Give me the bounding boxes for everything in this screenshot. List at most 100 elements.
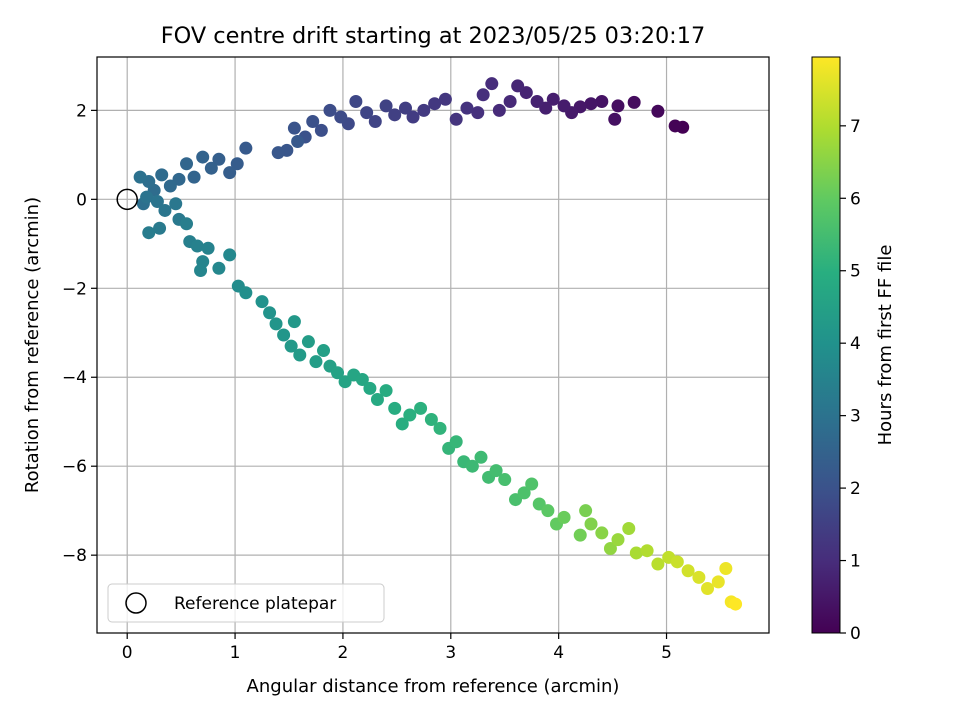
data-point <box>368 114 382 128</box>
data-point <box>489 464 503 478</box>
data-point <box>584 97 598 111</box>
grid <box>97 57 769 633</box>
colorbar-tick-label: 5 <box>850 262 861 282</box>
data-point <box>363 381 377 395</box>
reference-marker-group <box>116 188 138 211</box>
data-point <box>291 135 305 149</box>
data-point <box>530 94 544 108</box>
data-point <box>180 157 194 171</box>
y-tick-label: 0 <box>76 190 87 210</box>
data-point <box>517 486 531 500</box>
data-point <box>449 435 463 449</box>
x-tick-label: 1 <box>230 643 241 663</box>
data-point <box>155 168 169 182</box>
colorbar-tick-label: 6 <box>850 189 861 209</box>
colorbar <box>811 56 841 634</box>
data-point <box>711 575 725 589</box>
data-point <box>379 99 393 113</box>
data-point <box>180 217 194 231</box>
data-point <box>395 417 409 431</box>
data-point <box>729 597 743 611</box>
chart-title: FOV centre drift starting at 2023/05/25 … <box>161 23 705 49</box>
x-axis-label: Angular distance from reference (arcmin) <box>247 676 620 697</box>
y-tick-label: 2 <box>76 101 87 121</box>
data-point <box>204 161 218 175</box>
colorbar-tick-label: 3 <box>850 407 861 427</box>
data-point <box>525 477 539 491</box>
data-point <box>651 557 665 571</box>
data-point <box>476 88 490 102</box>
data-point <box>223 248 237 262</box>
data-point <box>474 450 488 464</box>
data-point <box>230 157 244 171</box>
data-point <box>557 99 571 113</box>
data-point <box>306 114 320 128</box>
colorbar-tick-label: 7 <box>850 117 861 137</box>
colorbar-tick-label: 0 <box>850 624 861 644</box>
data-point <box>379 384 393 398</box>
data-point <box>511 79 525 93</box>
data-point <box>169 197 183 211</box>
legend-frame <box>107 583 385 623</box>
data-point <box>492 103 506 117</box>
data-point <box>201 241 215 255</box>
x-tick-label: 4 <box>553 643 564 663</box>
data-point <box>629 546 643 560</box>
data-point <box>287 121 301 135</box>
legend: Reference platepar <box>107 583 385 623</box>
data-point <box>301 335 315 349</box>
data-point <box>323 103 337 117</box>
plot-frame <box>96 56 770 634</box>
data-point <box>668 119 682 133</box>
y-tick-label: −2 <box>62 279 87 299</box>
data-point <box>579 504 593 518</box>
data-point <box>449 112 463 126</box>
colorbar-tick-label: 1 <box>850 552 861 572</box>
legend-label-reference: Reference platepar <box>174 594 336 614</box>
data-point <box>417 103 431 117</box>
data-point <box>692 570 706 584</box>
reference-marker <box>116 188 138 211</box>
scatter-points <box>133 77 743 611</box>
data-point <box>317 344 331 358</box>
data-point <box>573 528 587 542</box>
data-point <box>611 99 625 113</box>
data-point <box>349 94 363 108</box>
data-point <box>223 166 237 180</box>
data-point <box>158 203 172 217</box>
data-point <box>406 110 420 124</box>
legend-marker-reference <box>125 592 147 614</box>
x-axis-ticks: 0 1 2 3 4 5 <box>122 633 672 663</box>
data-point <box>498 473 512 487</box>
data-point <box>428 97 442 111</box>
data-point <box>611 533 625 547</box>
data-point <box>263 306 277 320</box>
data-point <box>670 555 684 569</box>
data-point <box>460 101 474 115</box>
data-point <box>414 401 428 415</box>
data-point <box>370 392 384 406</box>
y-axis-label: Rotation from reference (arcmin) <box>22 197 43 493</box>
y-tick-label: −8 <box>62 546 87 566</box>
data-point <box>187 170 201 184</box>
data-point <box>293 348 307 362</box>
data-point <box>196 150 210 164</box>
data-point <box>433 421 447 435</box>
data-point <box>239 286 253 300</box>
data-point <box>485 77 499 91</box>
data-point <box>269 317 283 331</box>
data-point <box>331 366 345 380</box>
data-point <box>271 146 285 160</box>
data-point <box>163 179 177 193</box>
data-point <box>212 152 226 166</box>
colorbar-ticks: 0 1 2 3 4 5 6 7 <box>840 117 861 644</box>
data-point <box>309 355 323 369</box>
data-point <box>622 521 636 535</box>
data-point <box>150 195 164 209</box>
data-point <box>194 263 208 277</box>
data-point <box>142 226 156 240</box>
data-point <box>424 413 438 427</box>
data-point <box>314 123 328 137</box>
y-axis-ticks: −8 −6 −4 −2 0 2 <box>62 101 97 566</box>
